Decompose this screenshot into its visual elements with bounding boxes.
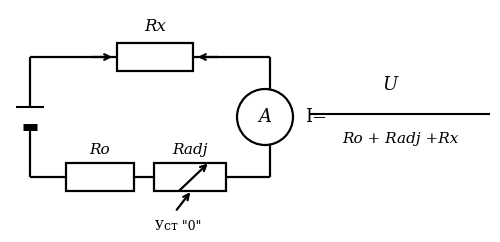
Text: A: A [258,108,272,126]
Bar [154,163,226,191]
Text: I=: I= [305,108,327,126]
Bar [66,163,134,191]
Text: Ro + Radj +Rx: Ro + Radj +Rx [342,132,458,146]
Text: Radj: Radj [172,143,208,157]
Text: Rx: Rx [144,18,166,35]
Text: U: U [382,76,398,94]
Text: Ro: Ro [90,143,110,157]
Circle shape [237,89,293,145]
Bar [117,43,193,71]
Text: Уст "0": Уст "0" [155,220,201,233]
